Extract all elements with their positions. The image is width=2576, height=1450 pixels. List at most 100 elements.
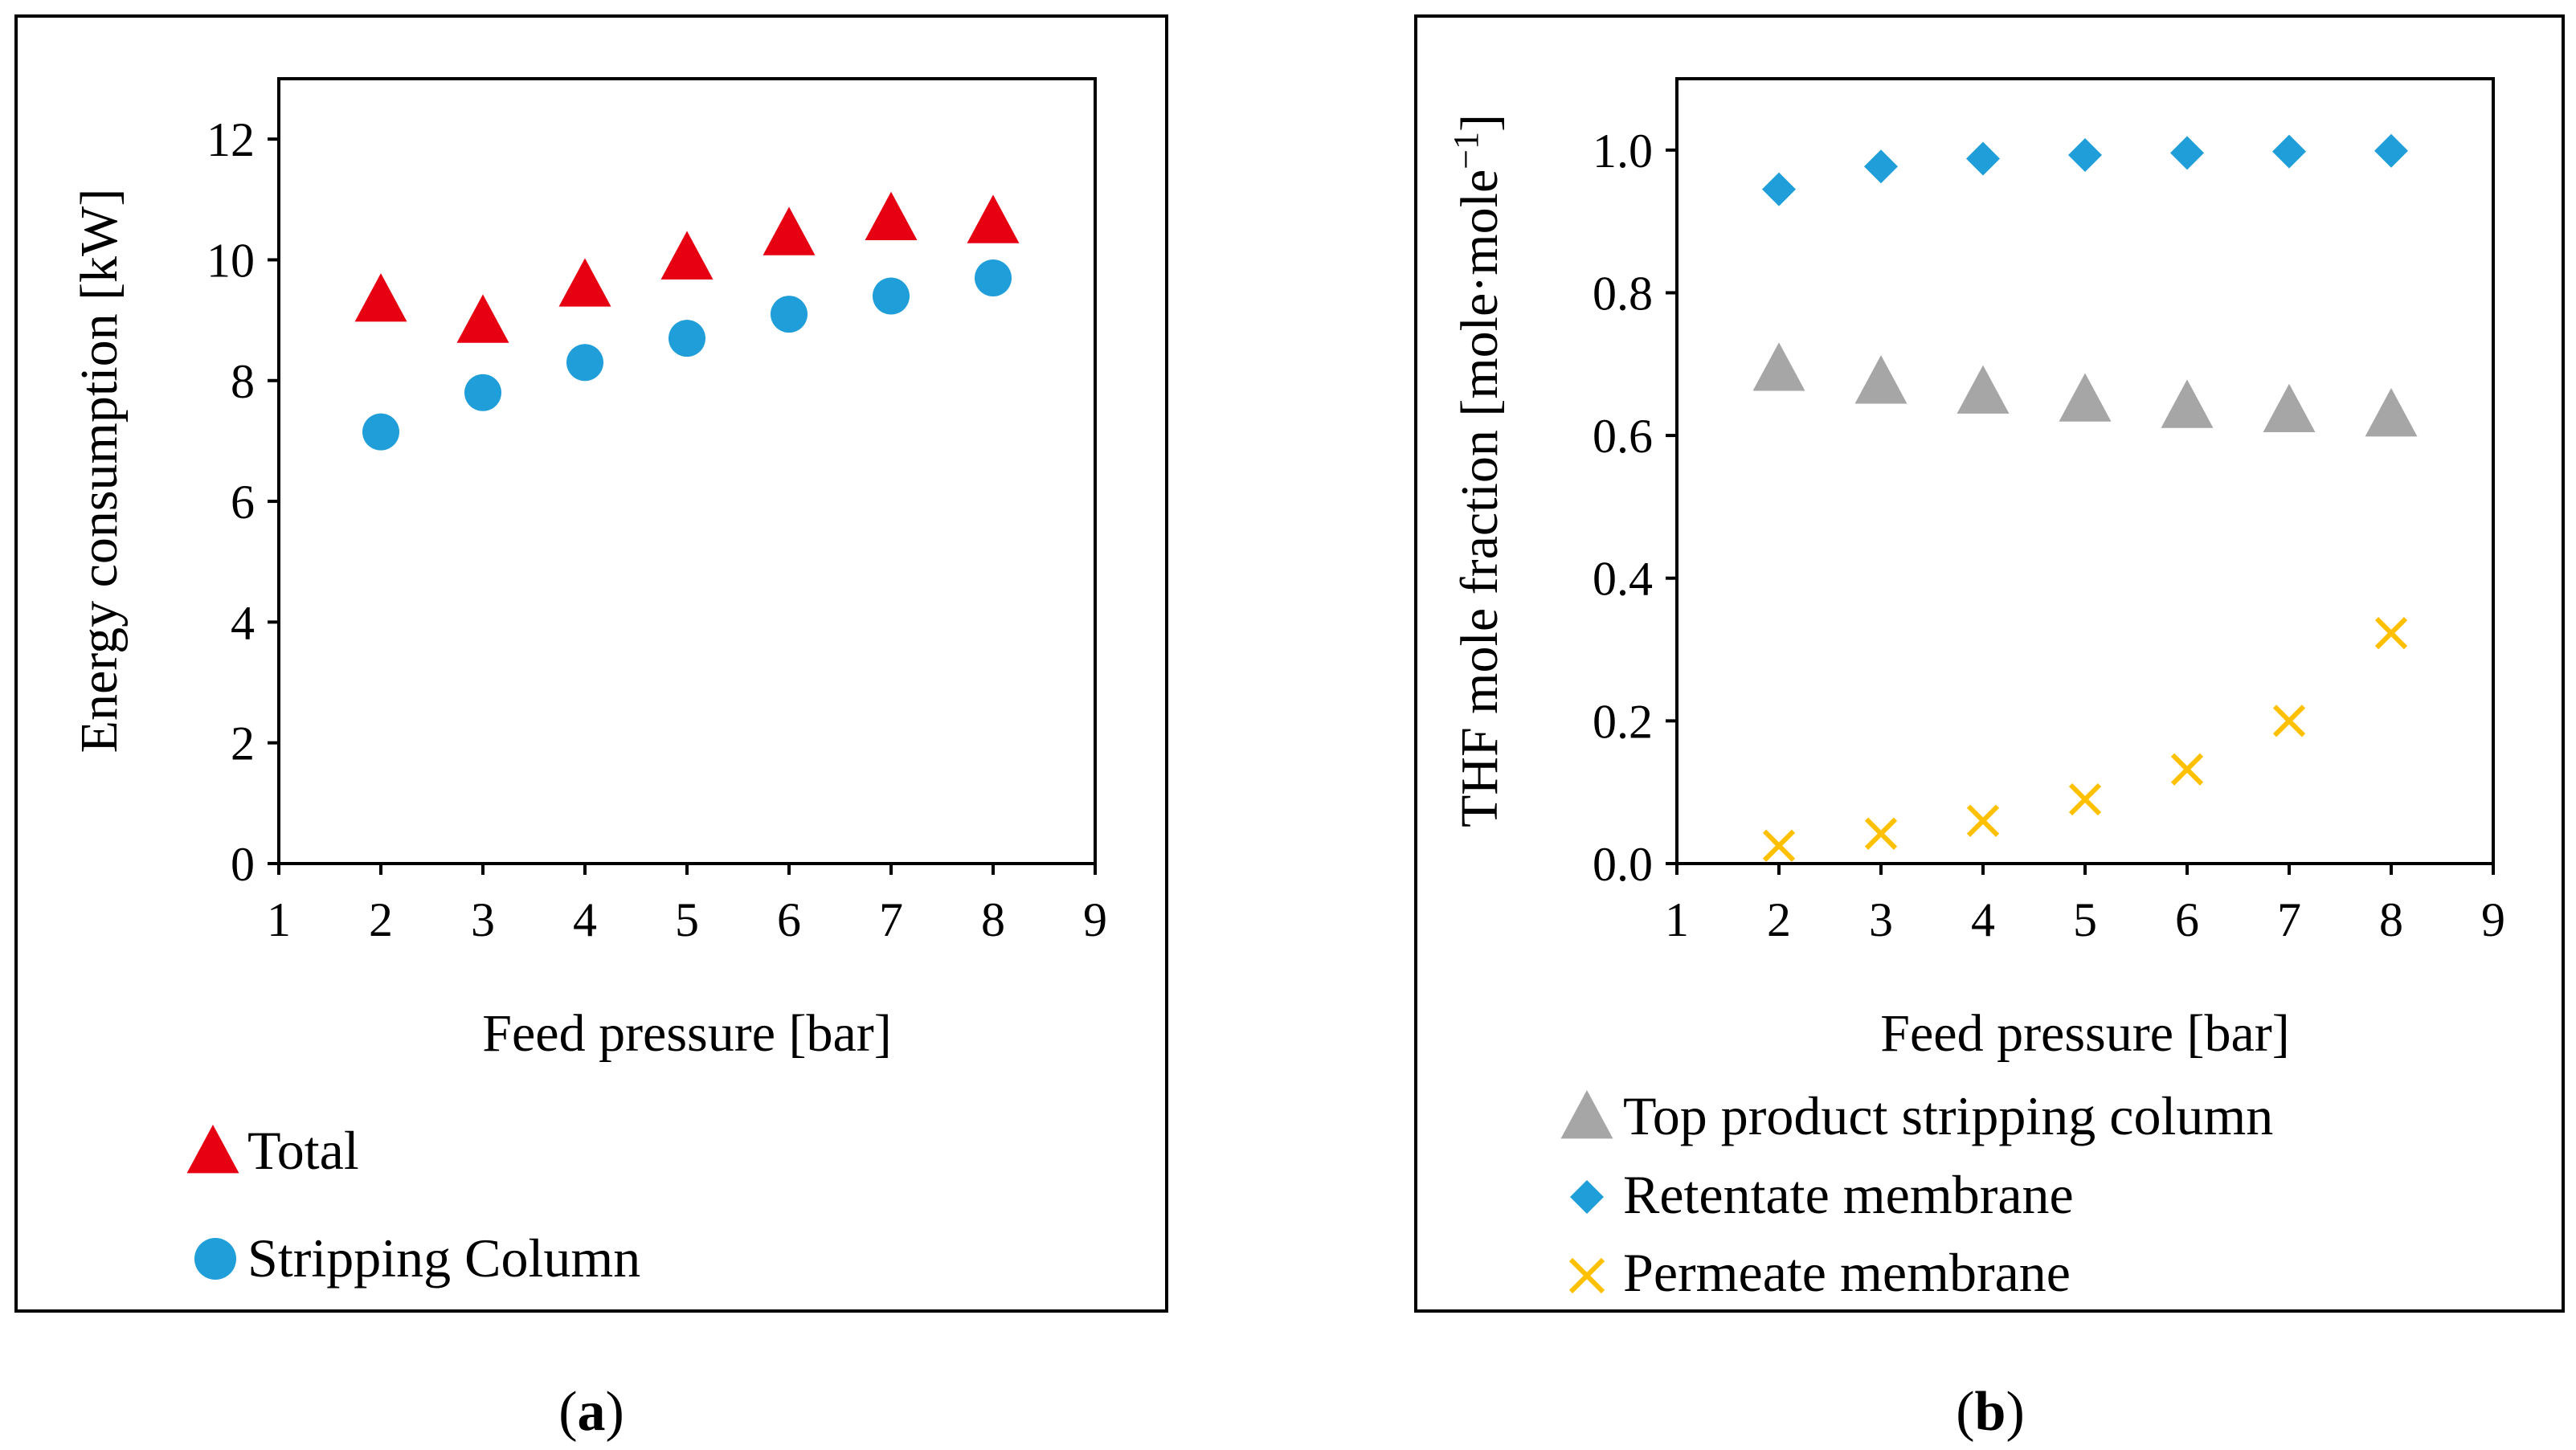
- b-y-tick-label: 0.6: [1593, 410, 1653, 463]
- data-point-diamond: [2272, 134, 2306, 169]
- a-series-triangle: [354, 191, 1020, 343]
- data-point-x: [1864, 817, 1898, 850]
- data-point-circle: [464, 374, 501, 411]
- legend-label-stripping-column: Stripping Column: [247, 1227, 640, 1289]
- data-point-x-stroke-2: [2272, 705, 2306, 737]
- a-series-circle: [362, 259, 1012, 451]
- b-x-tick-label: 4: [1971, 893, 1995, 946]
- a-x-tick-label: 5: [675, 893, 699, 946]
- panel-a-y-axis-label: Energy consumption [kW]: [70, 189, 129, 754]
- b-y-tick-label: 1.0: [1593, 125, 1653, 178]
- legend-label-retentate: Retentate membrane: [1623, 1164, 2074, 1225]
- b-x-tick-label: 8: [2379, 893, 2403, 946]
- data-point-triangle: [967, 194, 1020, 243]
- b-x-tick-label: 9: [2481, 893, 2505, 946]
- panel-b-frame: [1414, 14, 2565, 1313]
- data-point-x-stroke-2: [2170, 753, 2204, 786]
- data-point-triangle: [660, 231, 714, 280]
- a-y-tick-label: 2: [231, 717, 255, 770]
- panel-b-ticks: 1 2 3 4 5 6 7 8 9 0.0 0.2 0.4 0.6 0.8 1.0: [1593, 125, 2505, 946]
- data-point-x: [2374, 616, 2408, 650]
- b-x-tick-label: 6: [2175, 893, 2199, 946]
- caption-b: (b): [1956, 1381, 2025, 1443]
- b-x-tick-label: 2: [1767, 893, 1791, 946]
- legend-label-permeate: Permeate membrane: [1623, 1242, 2071, 1303]
- b-x-tick-label: 5: [2073, 893, 2097, 946]
- b-series-triangle: [1752, 342, 2418, 437]
- data-point-x: [1966, 804, 2000, 837]
- data-point-x-stroke-2: [2068, 782, 2102, 816]
- panel-b-legend: Top product stripping column Retentate m…: [1560, 1085, 2273, 1303]
- data-point-circle: [975, 259, 1012, 297]
- b-x-tick-label: 7: [2277, 893, 2301, 946]
- a-y-tick-label: 4: [231, 596, 255, 649]
- data-point-x-stroke-2: [1762, 829, 1796, 862]
- data-point-x: [2272, 705, 2306, 737]
- data-point-triangle: [1752, 342, 1805, 391]
- b-x-tick-label: 1: [1665, 893, 1689, 946]
- a-x-tick-label: 1: [267, 893, 291, 946]
- a-y-tick-label: 10: [206, 234, 255, 287]
- a-y-tick-label: 6: [231, 476, 255, 529]
- b-series-diamond: [1762, 133, 2408, 206]
- data-point-x: [1762, 829, 1796, 862]
- data-point-diamond: [2068, 138, 2102, 173]
- data-point-x-stroke-2: [2374, 616, 2408, 650]
- data-point-circle: [873, 277, 910, 315]
- a-x-tick-label: 7: [879, 893, 903, 946]
- a-x-tick-label: 2: [369, 893, 393, 946]
- data-point-triangle: [865, 191, 918, 240]
- data-point-triangle: [558, 258, 611, 307]
- a-y-tick-label: 12: [206, 113, 255, 166]
- legend-marker-total: [186, 1125, 239, 1174]
- data-point-triangle: [354, 273, 407, 322]
- panel-b-marks: [1752, 133, 2418, 862]
- data-point-triangle: [763, 206, 816, 255]
- legend-marker-retentate: [1570, 1180, 1604, 1214]
- data-point-circle: [669, 320, 705, 357]
- data-point-triangle: [456, 294, 509, 343]
- a-y-tick-label: 0: [231, 838, 255, 891]
- caption-a: (a): [558, 1381, 624, 1443]
- data-point-x: [2170, 753, 2204, 786]
- a-x-tick-label: 8: [981, 893, 1005, 946]
- data-point-circle: [362, 413, 399, 451]
- data-point-diamond: [1966, 141, 2000, 176]
- data-point-circle: [566, 344, 603, 382]
- data-point-triangle: [2161, 379, 2214, 428]
- legend-marker-permeate: [1568, 1257, 1605, 1294]
- data-point-diamond: [1762, 172, 1796, 206]
- legend-x-stroke-2: [1568, 1257, 1605, 1294]
- panel-b-y-axis-label: THF mole fraction [mole·mole−1]: [1446, 114, 1509, 827]
- panel-a-legend: Total Stripping Column: [186, 1120, 640, 1289]
- a-x-tick-label: 3: [471, 893, 495, 946]
- legend-label-total: Total: [247, 1120, 359, 1181]
- data-point-x-stroke-2: [1966, 804, 2000, 837]
- legend-marker-stripping-column: [194, 1238, 236, 1280]
- a-x-tick-label: 9: [1083, 893, 1107, 946]
- panel-a-marks: [354, 191, 1020, 451]
- data-point-diamond: [1864, 149, 1898, 184]
- a-x-tick-label: 6: [777, 893, 801, 946]
- data-point-triangle: [2365, 388, 2418, 437]
- panel-a-x-axis-label: Feed pressure [bar]: [482, 1004, 891, 1063]
- b-y-tick-label: 0.0: [1593, 838, 1653, 891]
- b-y-tick-label: 0.2: [1593, 695, 1653, 748]
- panel-b-x-axis-label: Feed pressure [bar]: [1880, 1004, 2289, 1063]
- b-y-tick-label: 0.8: [1593, 267, 1653, 320]
- data-point-triangle: [2263, 383, 2316, 433]
- data-point-triangle: [1957, 365, 2010, 414]
- data-point-x: [2068, 782, 2102, 816]
- legend-marker-top-product: [1560, 1090, 1613, 1139]
- b-y-tick-label: 0.4: [1593, 553, 1653, 606]
- legend-label-top-product: Top product stripping column: [1623, 1085, 2273, 1146]
- legend-x: [1568, 1257, 1605, 1294]
- data-point-triangle: [2059, 373, 2112, 422]
- data-point-circle: [771, 296, 808, 333]
- data-point-x-stroke-2: [1864, 817, 1898, 850]
- b-x-tick-label: 3: [1869, 893, 1893, 946]
- a-x-tick-label: 4: [573, 893, 597, 946]
- panel-b: 1 2 3 4 5 6 7 8 9 0.0 0.2 0.4 0.6 0.8 1.0 Feed pressur…: [1414, 14, 2565, 1313]
- data-point-triangle: [1854, 355, 1907, 404]
